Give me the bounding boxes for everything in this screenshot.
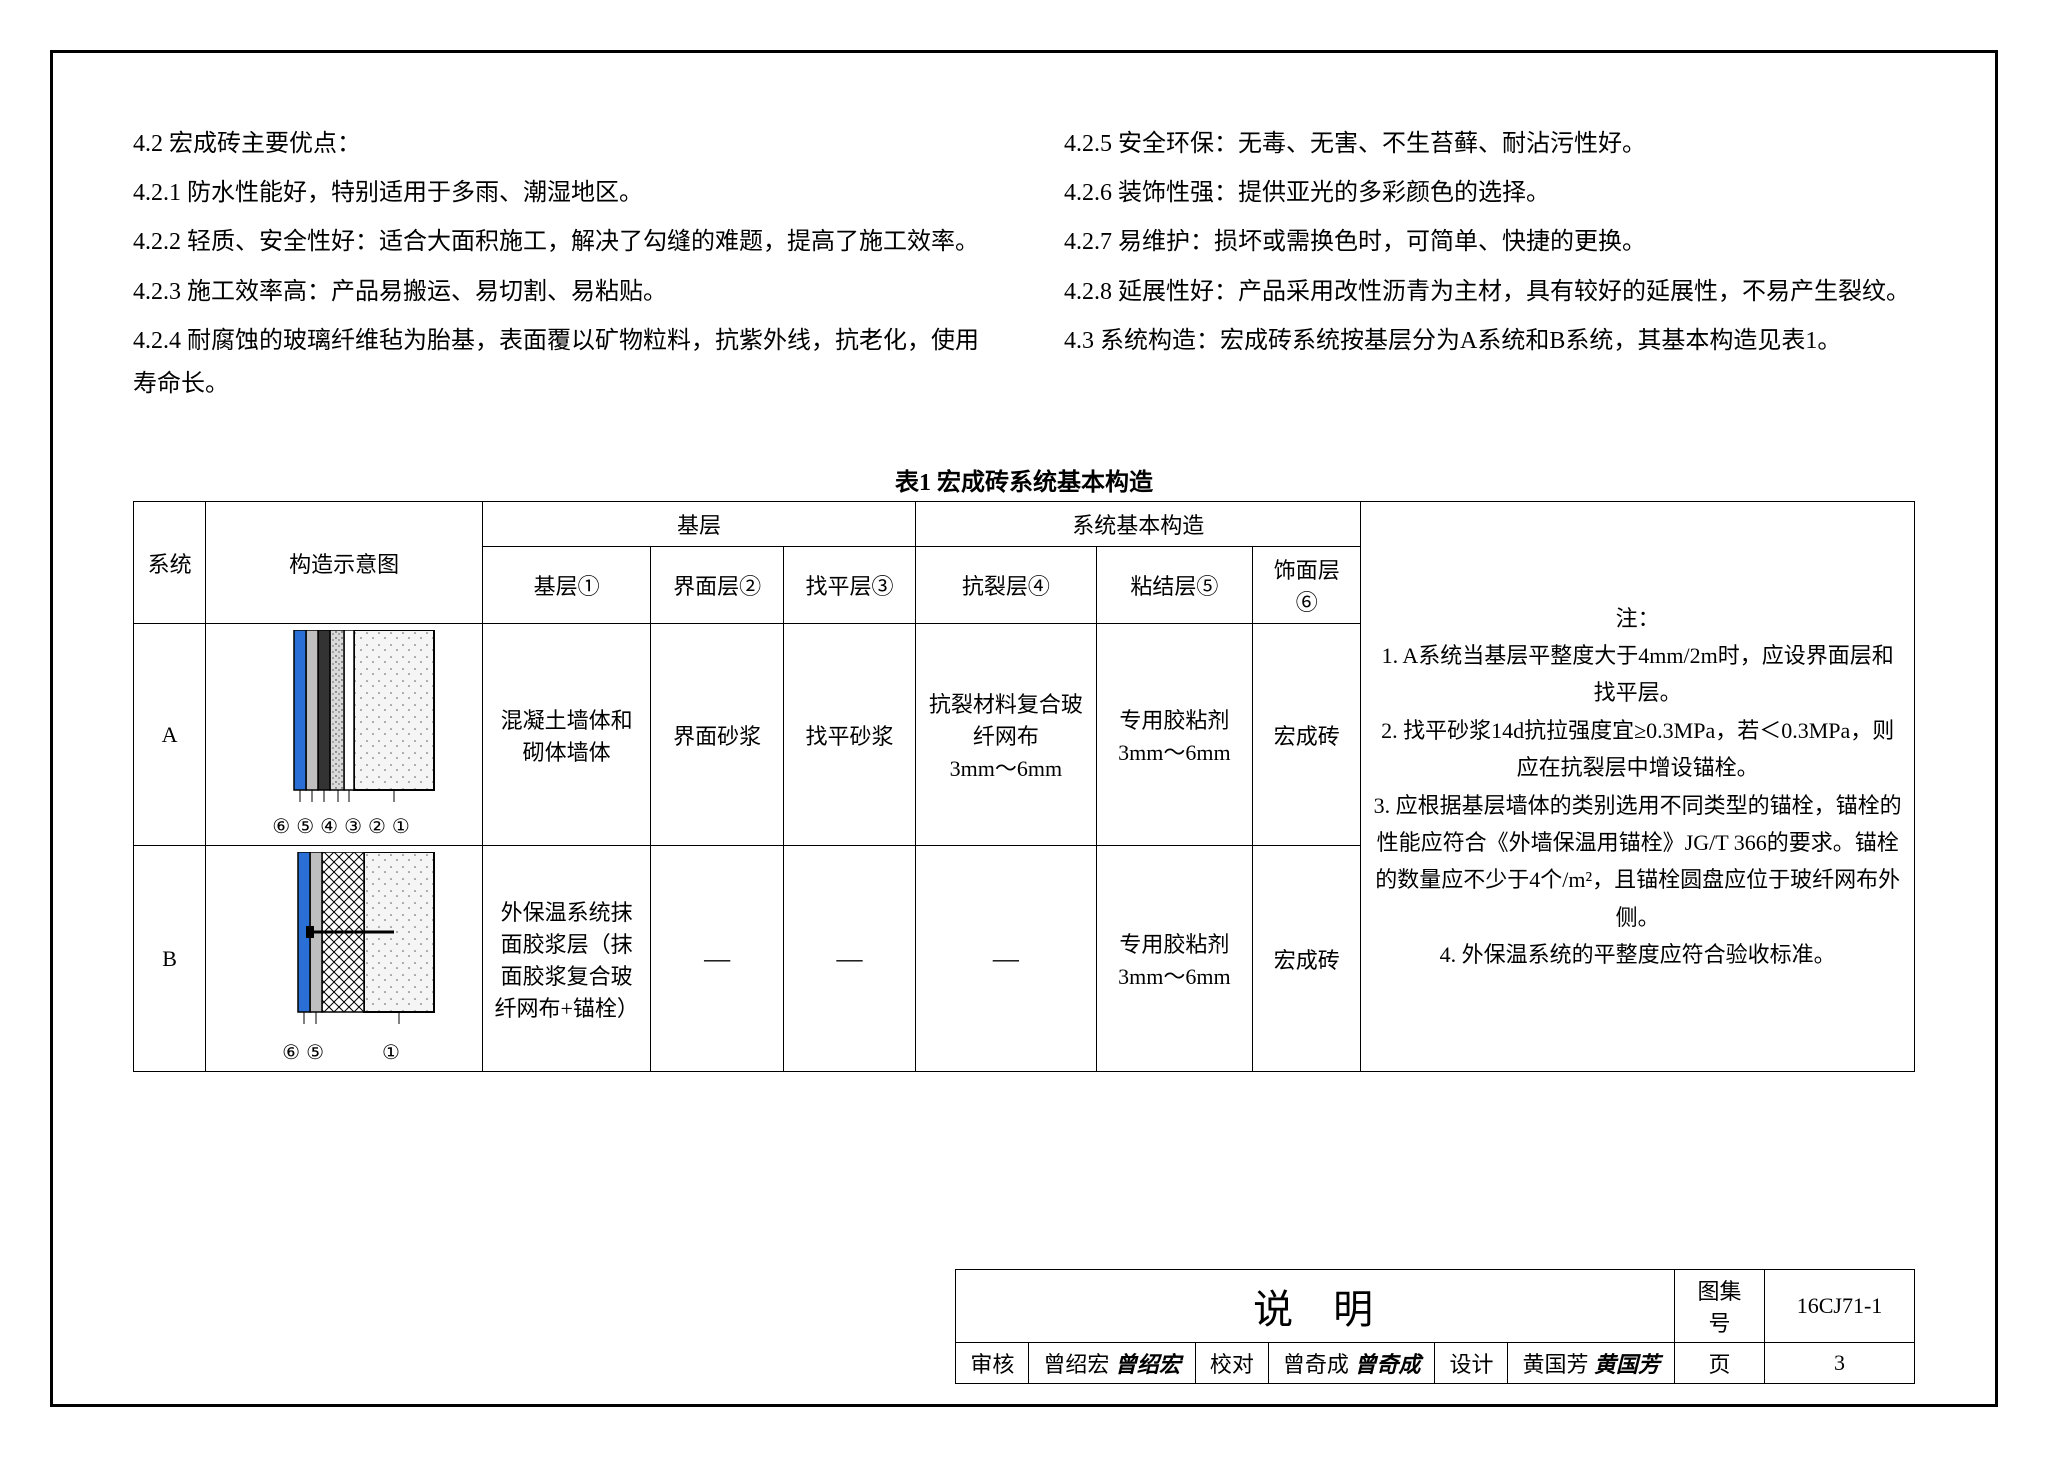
cell-a2: 界面砂浆 — [651, 624, 783, 846]
notes-cell: 注： 1. A系统当基层平整度大于4mm/2m时，应设界面层和找平层。 2. 找… — [1361, 502, 1915, 1072]
design-label: 设计 — [1435, 1343, 1508, 1384]
section-diagram-b — [244, 852, 444, 1032]
atlas-label: 图集号 — [1675, 1270, 1765, 1343]
page-no: 3 — [1765, 1343, 1915, 1384]
cell-a4: 抗裂材料复合玻纤网布 3mm～6mm — [916, 624, 1097, 846]
para: 4.2.1 防水性能好，特别适用于多雨、潮湿地区。 — [133, 172, 984, 215]
cell-sys-b: B — [134, 846, 206, 1072]
para: 4.2.8 延展性好：产品采用改性沥青为主材，具有较好的延展性，不易产生裂纹。 — [1064, 271, 1915, 314]
notes-head: 注： — [1371, 600, 1904, 637]
th-layer4: 抗裂层④ — [916, 547, 1097, 624]
atlas-no: 16CJ71-1 — [1765, 1270, 1915, 1343]
th-system: 系统 — [134, 502, 206, 624]
cell-sys-a: A — [134, 624, 206, 846]
cell-b4: — — [916, 846, 1097, 1072]
check-label: 校对 — [1195, 1343, 1268, 1384]
cell-a3: 找平砂浆 — [783, 624, 915, 846]
th-layer5: 粘结层⑤ — [1096, 547, 1252, 624]
th-diagram: 构造示意图 — [206, 502, 483, 624]
th-layer2: 界面层② — [651, 547, 783, 624]
para: 4.2.2 轻质、安全性好：适合大面积施工，解决了勾缝的难题，提高了施工效率。 — [133, 221, 984, 264]
page-label: 页 — [1675, 1343, 1765, 1384]
diagram-b: ⑥⑤ ① — [206, 846, 483, 1072]
th-layer1: 基层① — [482, 547, 650, 624]
cell-b3: — — [783, 846, 915, 1072]
th-layer3: 找平层③ — [783, 547, 915, 624]
diagram-a: ⑥⑤④③②① — [206, 624, 483, 846]
title-block: 说明 图集号 16CJ71-1 审核 曾绍宏 曾绍宏 校对 曾奇成 曾奇成 设计… — [955, 1269, 1915, 1384]
body-text: 4.2 宏成砖主要优点： 4.2.1 防水性能好，特别适用于多雨、潮湿地区。 4… — [133, 123, 1915, 412]
para: 4.2.5 安全环保：无毒、无害、不生苔藓、耐沾污性好。 — [1064, 123, 1915, 166]
cell-b5: 专用胶粘剂 3mm～6mm — [1096, 846, 1252, 1072]
para: 4.2 宏成砖主要优点： — [133, 123, 984, 166]
check-name: 曾奇成 曾奇成 — [1268, 1343, 1435, 1384]
th-layer6: 饰面层⑥ — [1253, 547, 1361, 624]
audit-label: 审核 — [956, 1343, 1029, 1384]
para: 4.2.4 耐腐蚀的玻璃纤维毡为胎基，表面覆以矿物粒料，抗紫外线，抗老化，使用寿… — [133, 320, 984, 406]
cell-a5: 专用胶粘剂 3mm～6mm — [1096, 624, 1252, 846]
cell-b2: — — [651, 846, 783, 1072]
table-title: 表1 宏成砖系统基本构造 — [133, 462, 1915, 497]
right-column: 4.2.5 安全环保：无毒、无害、不生苔藓、耐沾污性好。 4.2.6 装饰性强：… — [1064, 123, 1915, 412]
cell-a6: 宏成砖 — [1253, 624, 1361, 846]
cell-a1: 混凝土墙体和砌体墙体 — [482, 624, 650, 846]
structure-table: 系统 构造示意图 基层 系统基本构造 注： 1. A系统当基层平整度大于4mm/… — [133, 501, 1915, 1072]
th-base-group: 基层 — [482, 502, 915, 547]
note-4: 4. 外保温系统的平整度应符合验收标准。 — [1371, 936, 1904, 973]
section-diagram-a — [244, 630, 444, 810]
cell-b6: 宏成砖 — [1253, 846, 1361, 1072]
para: 4.3 系统构造：宏成砖系统按基层分为A系统和B系统，其基本构造见表1。 — [1064, 320, 1915, 363]
left-column: 4.2 宏成砖主要优点： 4.2.1 防水性能好，特别适用于多雨、潮湿地区。 4… — [133, 123, 984, 412]
sheet-title: 说明 — [956, 1270, 1675, 1343]
th-sys-group: 系统基本构造 — [916, 502, 1361, 547]
note-3: 3. 应根据基层墙体的类别选用不同类型的锚栓，锚栓的性能应符合《外墙保温用锚栓》… — [1371, 787, 1904, 937]
page-frame: 4.2 宏成砖主要优点： 4.2.1 防水性能好，特别适用于多雨、潮湿地区。 4… — [50, 50, 1998, 1407]
para: 4.2.3 施工效率高：产品易搬运、易切割、易粘贴。 — [133, 271, 984, 314]
para: 4.2.7 易维护：损坏或需换色时，可简单、快捷的更换。 — [1064, 221, 1915, 264]
note-2: 2. 找平砂浆14d抗拉强度宜≥0.3MPa，若＜0.3MPa，则应在抗裂层中增… — [1371, 712, 1904, 787]
diagram-a-labels: ⑥⑤④③②① — [272, 814, 416, 839]
cell-b1: 外保温系统抹面胶浆层（抹面胶浆复合玻纤网布+锚栓） — [482, 846, 650, 1072]
diagram-b-labels: ⑥⑤ ① — [282, 1036, 406, 1065]
design-name: 黄国芳 黄国芳 — [1508, 1343, 1675, 1384]
note-1: 1. A系统当基层平整度大于4mm/2m时，应设界面层和找平层。 — [1371, 637, 1904, 712]
para: 4.2.6 装饰性强：提供亚光的多彩颜色的选择。 — [1064, 172, 1915, 215]
audit-name: 曾绍宏 曾绍宏 — [1029, 1343, 1196, 1384]
